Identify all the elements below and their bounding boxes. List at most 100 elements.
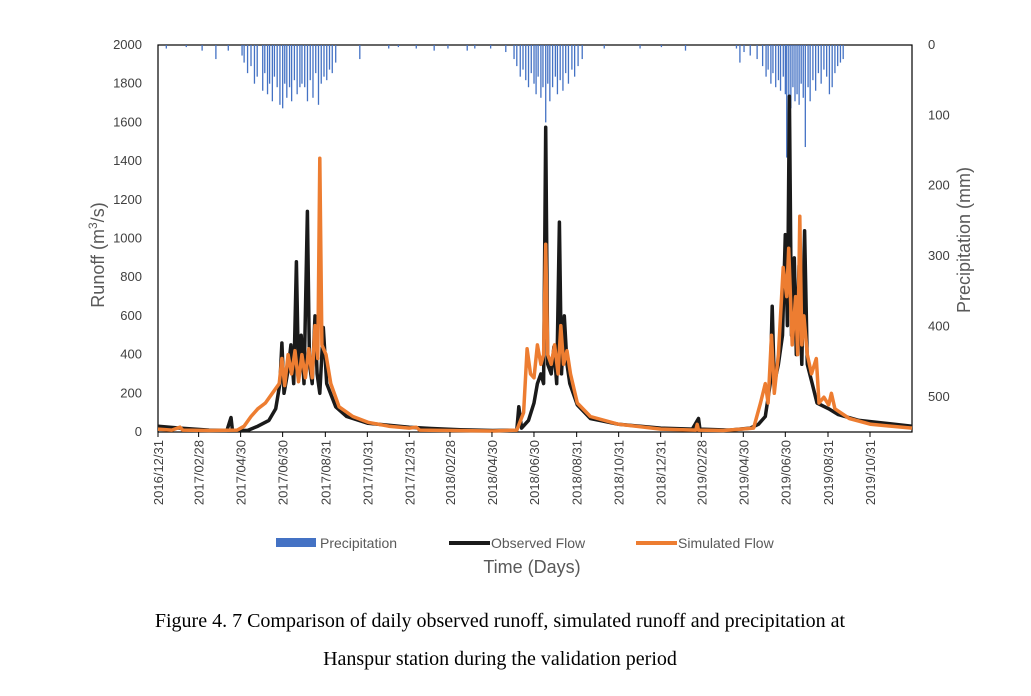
precipitation-bar <box>547 45 549 84</box>
precipitation-bar <box>794 45 796 102</box>
precipitation-bar <box>831 45 833 88</box>
precipitation-bar <box>304 45 306 88</box>
precipitation-bar <box>397 45 400 48</box>
precipitation-bar <box>241 45 243 56</box>
y-axis-title: Runoff (m3/s) <box>86 202 108 307</box>
precipitation-bar <box>505 45 507 53</box>
precipitation-bar <box>447 45 449 49</box>
precipitation-bar <box>735 45 738 49</box>
precipitation-bar <box>545 45 547 123</box>
y-axis-title-prefix: Runoff (m <box>88 229 108 308</box>
precipitation-bar <box>767 45 769 70</box>
x-tick-label: 2017/06/30 <box>276 440 291 505</box>
legend-label-observed: Observed Flow <box>491 535 586 551</box>
precipitation-bar <box>551 45 554 88</box>
precipitation-bar <box>817 45 820 74</box>
precipitation-bars <box>165 45 844 158</box>
precipitation-bar <box>282 45 284 109</box>
x-tick-label: 2018/12/31 <box>654 440 669 505</box>
precipitation-bar <box>516 45 518 67</box>
y2-tick-label: 100 <box>928 107 950 122</box>
y2-axis-title: Precipitation (mm) <box>954 167 974 313</box>
precipitation-bar <box>388 45 390 49</box>
precipitation-bar <box>798 45 800 105</box>
precipitation-bar <box>800 45 802 84</box>
x-axis-ticks: 2016/12/31 2017/02/28 2017/04/30 2017/06/30… <box>151 432 878 505</box>
precipitation-bar <box>253 45 256 84</box>
precipitation-bar <box>784 45 787 95</box>
precipitation-bar <box>790 45 792 109</box>
precipitation-bar <box>309 45 311 81</box>
precipitation-bar <box>359 45 361 60</box>
precipitation-bar <box>743 45 745 53</box>
y-tick-label: 800 <box>120 269 142 284</box>
precipitation-bar <box>565 45 567 74</box>
precipitation-bar <box>779 45 782 91</box>
precipitation-bar <box>537 45 539 77</box>
precipitation-bar <box>775 45 777 88</box>
precipitation-bar <box>837 45 839 67</box>
precipitation-bar <box>246 45 249 74</box>
plot-frame <box>157 44 913 433</box>
legend-label-simulated: Simulated Flow <box>678 535 775 551</box>
x-tick-label: 2017/12/31 <box>402 440 417 505</box>
precipitation-bar <box>299 45 301 88</box>
precipitation-bar <box>271 45 274 102</box>
precipitation-bar <box>335 45 337 63</box>
precipitation-bar <box>549 45 551 102</box>
precipitation-bar <box>782 45 784 77</box>
precipitation-bar <box>777 45 780 81</box>
precipitation-bar <box>577 45 579 67</box>
precipitation-bar <box>315 45 317 74</box>
precipitation-bar <box>262 45 264 91</box>
y-tick-label: 1400 <box>113 153 142 168</box>
precipitation-bar <box>796 45 798 95</box>
figure-caption-line-1: Figure 4. 7 Comparison of daily observed… <box>154 610 846 632</box>
precipitation-bar <box>273 45 276 77</box>
precipitation-bar <box>474 45 476 49</box>
x-axis-title: Time (Days) <box>483 557 580 577</box>
observed-flow-line <box>157 94 913 433</box>
precipitation-bar <box>286 45 288 98</box>
precipitation-bar <box>331 45 333 74</box>
precipitation-bar <box>765 45 767 77</box>
precipitation-bar <box>542 45 544 88</box>
precipitation-bar <box>639 45 641 49</box>
precipitation-bar <box>264 45 266 74</box>
x-tick-label: 2019/04/30 <box>736 440 751 505</box>
simulated-flow-series <box>157 156 913 433</box>
precipitation-bar <box>812 45 814 81</box>
precipitation-bar <box>489 45 492 49</box>
y-axis-title-sup: 3 <box>86 222 100 229</box>
precipitation-bar <box>839 45 842 63</box>
precipitation-bar <box>513 45 515 60</box>
precipitation-bar <box>527 45 530 88</box>
precipitation-bar <box>306 45 309 102</box>
figure-caption-line-2: Hanspur station during the validation pe… <box>323 648 677 670</box>
precipitation-bar <box>326 45 328 81</box>
precipitation-bar <box>185 45 187 48</box>
x-tick-label: 2018/04/30 <box>485 440 500 505</box>
precipitation-bar <box>276 45 278 88</box>
y2-tick-label: 200 <box>928 178 950 193</box>
precipitation-bar <box>559 45 561 81</box>
precipitation-bar <box>227 45 229 51</box>
legend-label-precipitation: Precipitation <box>320 535 397 551</box>
y-tick-label: 0 <box>135 424 142 439</box>
precipitation-bar <box>165 45 167 49</box>
precipitation-bar <box>828 45 831 95</box>
hydrograph-chart: 0 200 400 600 800 1000 1200 1400 1600 1800 2000 0 1… <box>86 37 974 577</box>
observed-flow-series <box>157 94 913 433</box>
precipitation-bar <box>802 45 804 98</box>
y-tick-label: 1200 <box>113 192 142 207</box>
precipitation-bar <box>823 45 825 70</box>
precipitation-bar <box>466 45 468 51</box>
x-tick-label: 2018/08/31 <box>570 440 585 505</box>
precipitation-bar <box>556 45 559 95</box>
precipitation-bar <box>684 45 687 51</box>
precipitation-bar <box>749 45 751 56</box>
precipitation-bar <box>250 45 252 67</box>
x-tick-label: 2019/06/30 <box>778 440 793 505</box>
precipitation-bar <box>562 45 564 91</box>
x-tick-label: 2019/02/28 <box>694 440 709 505</box>
